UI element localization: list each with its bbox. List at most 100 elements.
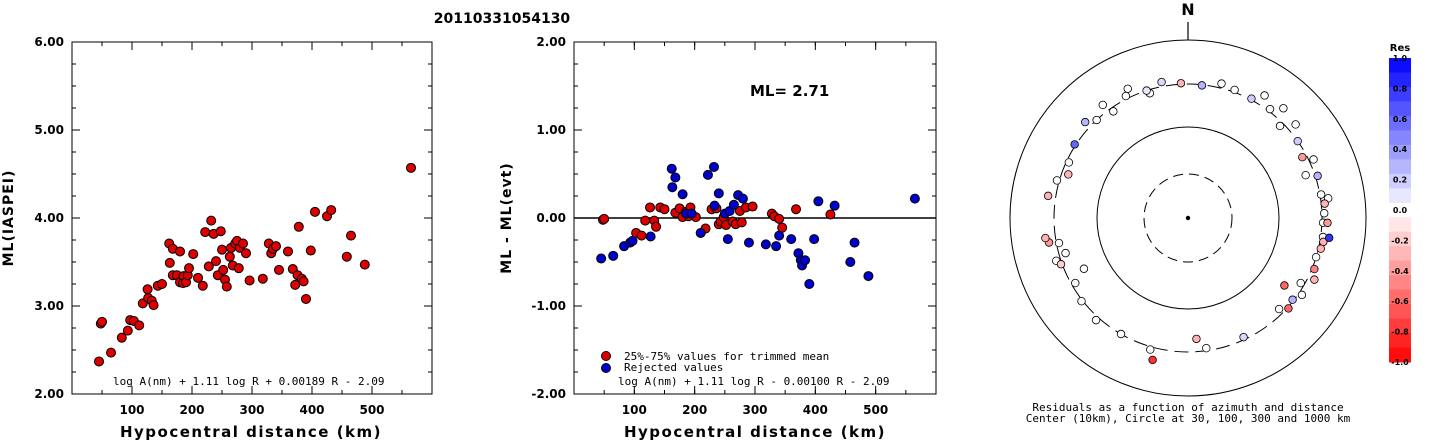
residual-point (1091, 315, 1101, 325)
colorbar-cell (1389, 130, 1411, 146)
data-point (175, 246, 185, 257)
residual-point (1247, 94, 1256, 103)
residual-point (1146, 345, 1155, 354)
y-tick-label: -2.00 (531, 387, 566, 401)
center-marker (1185, 215, 1191, 221)
data-point (203, 261, 214, 272)
residual-point (1041, 233, 1050, 243)
legend-label-trimmed: 25%-75% values for trimmed mean (624, 350, 829, 363)
rejected-data-point (829, 200, 840, 211)
x-tick-label: 100 (119, 403, 144, 417)
data-point (283, 246, 293, 257)
rejected-data-point (608, 250, 619, 261)
residual-point (1298, 153, 1307, 162)
residual-point (1320, 209, 1329, 218)
colorbar-cell (1389, 260, 1411, 276)
data-point (184, 263, 194, 274)
data-point (164, 257, 175, 268)
data-point (244, 275, 255, 286)
residual-colorbar: Res 1.0 0.8 0.6 0.4 0.2 0.0 -0.2 -0.4 -0.6 -0.8 -1… (1389, 43, 1411, 367)
residual-point (1311, 252, 1321, 262)
x-axis-ticks: 100 200 300 400 500 (71, 42, 433, 417)
x-axis-ticks: 100 200 300 400 500 (573, 42, 937, 417)
residual-point (1079, 264, 1089, 273)
residual-point (1320, 199, 1329, 208)
rejected-data-point (686, 208, 697, 219)
colorbar-cell (1389, 217, 1411, 233)
rejected-data-point (667, 182, 678, 193)
rejected-data-point (645, 231, 656, 242)
trimmed-data-point (636, 230, 647, 241)
colorbar-cell (1389, 275, 1411, 291)
formula-label: log A(nm) + 1.11 log R - 0.00100 R - 2.0… (618, 375, 890, 388)
colorbar-tick-label: -0.2 (1391, 236, 1409, 245)
rejected-data-point (728, 199, 739, 210)
ml-residual-vs-distance-chart: -2.00 -1.00 0.00 1.00 2.00 100 200 300 400 500 M… (499, 35, 937, 441)
rejected-data-point (845, 257, 856, 267)
x-axis-label: Hypocentral distance (km) (624, 423, 886, 441)
residual-point (1316, 244, 1326, 253)
data-point (359, 259, 370, 270)
data-point (157, 279, 167, 289)
y-tick-label: 1.00 (536, 123, 566, 137)
data-point (233, 263, 244, 274)
colorbar-cell (1389, 86, 1411, 102)
data-point (341, 251, 352, 262)
rejected-data-point (774, 230, 785, 241)
colorbar-tick-label: -0.4 (1391, 267, 1409, 276)
colorbar-tick-label: 0.2 (1393, 176, 1407, 185)
data-point (106, 347, 116, 358)
colorbar-cell (1389, 333, 1411, 349)
legend-marker-rejected (601, 363, 611, 373)
residual-point (1313, 171, 1322, 181)
residual-point (1123, 84, 1132, 93)
colorbar-cell (1389, 246, 1411, 262)
data-points (596, 161, 920, 289)
data-point (218, 264, 229, 275)
data-point (197, 280, 208, 291)
data-points (94, 162, 416, 367)
residual-point (1301, 170, 1310, 180)
data-point (271, 241, 281, 252)
rejected-data-point (800, 255, 811, 266)
residual-point (1056, 260, 1066, 269)
residual-point (1288, 295, 1297, 304)
residual-point (1061, 248, 1070, 258)
colorbar-tick-label: -0.8 (1391, 328, 1409, 337)
data-point (217, 244, 227, 255)
residual-point (1197, 81, 1207, 90)
azimuth-residual-map: N Residuals as a function of azimuth and… (1009, 0, 1367, 425)
rejected-data-point (863, 271, 874, 282)
data-point (193, 272, 203, 283)
colorbar-tick-label: 0.6 (1393, 115, 1408, 124)
residual-point (1274, 304, 1284, 314)
colorbar-cell (1389, 318, 1411, 334)
rejected-data-point (708, 161, 719, 172)
rejected-data-point (760, 239, 771, 250)
rejected-data-point (909, 193, 920, 204)
residual-point (1260, 91, 1269, 100)
data-point (346, 230, 356, 241)
colorbar-tick-label: 0.0 (1393, 206, 1408, 215)
trimmed-data-point (645, 202, 656, 213)
rejected-data-point (596, 253, 607, 264)
colorbar-cell (1389, 202, 1411, 218)
residual-point (1071, 278, 1080, 288)
residual-point (1092, 115, 1101, 125)
residual-point (1217, 79, 1226, 88)
data-point (301, 293, 311, 304)
residual-point (1043, 191, 1053, 201)
residual-point (1297, 290, 1307, 300)
colorbar-cell (1389, 72, 1411, 88)
colorbar-cell (1389, 159, 1411, 175)
colorbar-cell (1389, 58, 1411, 73)
residual-point (1116, 329, 1126, 339)
data-point (274, 264, 284, 275)
x-tick-label: 200 (682, 403, 707, 417)
legend-marker-trimmed (601, 351, 611, 361)
trimmed-data-point (791, 204, 802, 215)
residual-point (1070, 140, 1079, 149)
data-point (200, 227, 211, 238)
residual-point (1052, 176, 1062, 185)
rejected-data-point (813, 196, 824, 207)
